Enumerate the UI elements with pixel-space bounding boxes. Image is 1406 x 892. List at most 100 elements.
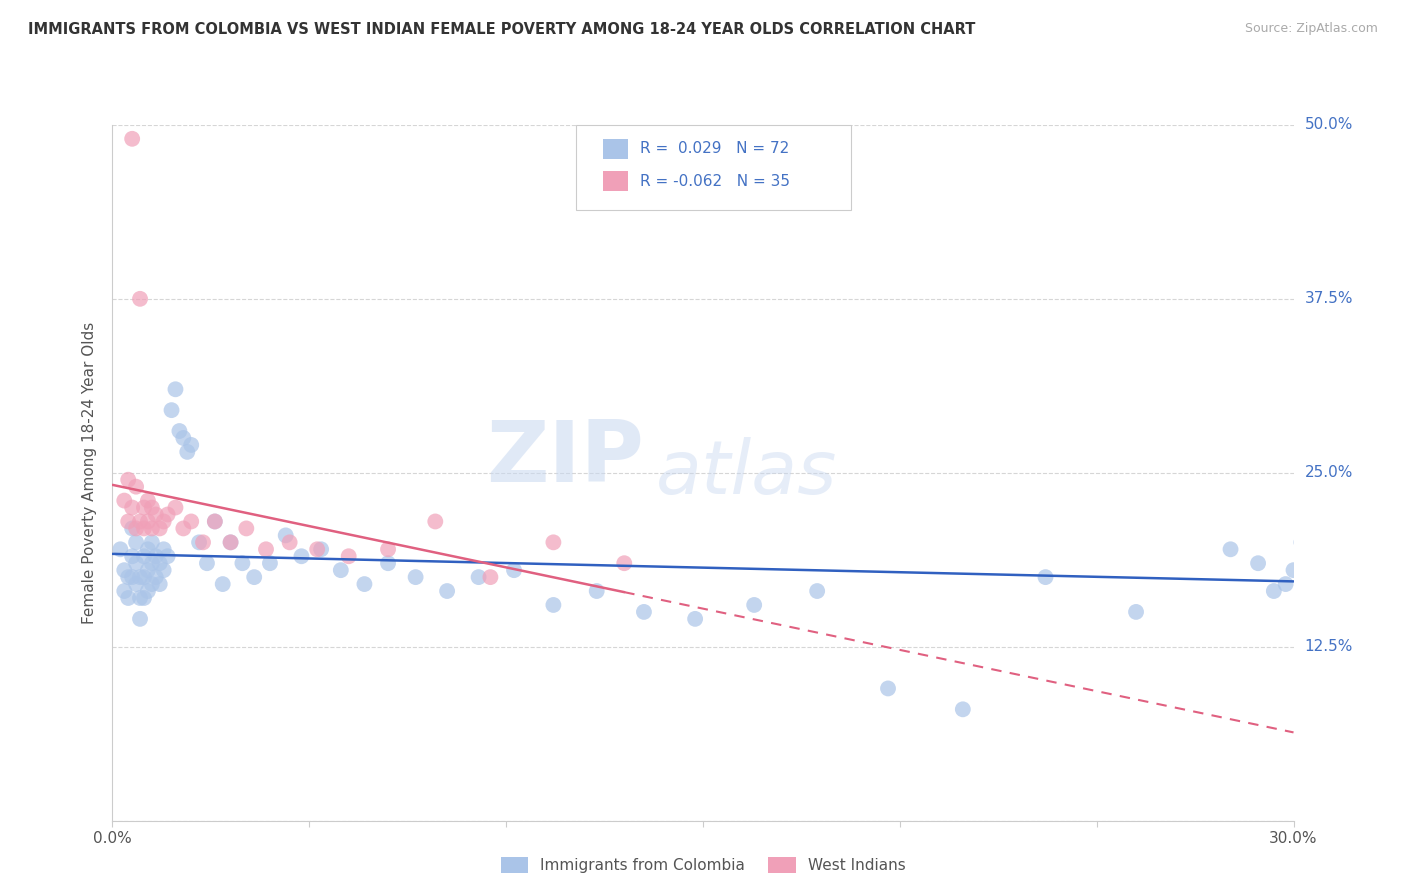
- Point: [278, 535, 301, 549]
- Point: [180, 438, 202, 452]
- Point: [141, 521, 163, 535]
- Point: [117, 570, 139, 584]
- Point: [235, 521, 257, 535]
- Point: [254, 542, 277, 557]
- Point: [117, 591, 139, 605]
- Point: [353, 577, 375, 591]
- Y-axis label: Female Poverty Among 18-24 Year Olds: Female Poverty Among 18-24 Year Olds: [82, 322, 97, 624]
- Point: [110, 542, 132, 557]
- Point: [165, 382, 187, 396]
- Point: [290, 549, 312, 564]
- Point: [479, 570, 502, 584]
- Point: [1263, 584, 1285, 599]
- Point: [172, 521, 194, 535]
- Point: [112, 493, 135, 508]
- Point: [129, 570, 152, 584]
- Point: [436, 584, 458, 599]
- Point: [152, 563, 174, 577]
- Point: [1125, 605, 1147, 619]
- Point: [145, 570, 167, 584]
- Point: [145, 508, 167, 522]
- Point: [633, 605, 655, 619]
- Point: [219, 535, 242, 549]
- Point: [683, 612, 706, 626]
- Point: [141, 577, 163, 591]
- Point: [136, 542, 159, 557]
- Point: [141, 500, 163, 515]
- Point: [543, 598, 565, 612]
- Point: [405, 570, 427, 584]
- Point: [1247, 556, 1270, 570]
- Text: Source: ZipAtlas.com: Source: ZipAtlas.com: [1244, 22, 1378, 36]
- Point: [180, 515, 202, 529]
- Point: [125, 521, 148, 535]
- Point: [165, 500, 187, 515]
- Point: [467, 570, 489, 584]
- Point: [806, 584, 828, 599]
- Point: [136, 515, 159, 529]
- Point: [172, 431, 194, 445]
- Point: [259, 556, 281, 570]
- Text: ZIP: ZIP: [486, 417, 644, 500]
- Point: [1282, 563, 1305, 577]
- Point: [136, 563, 159, 577]
- Point: [425, 515, 447, 529]
- Point: [613, 556, 636, 570]
- Point: [121, 500, 143, 515]
- Point: [176, 445, 198, 459]
- Point: [307, 542, 329, 557]
- Point: [1313, 466, 1336, 480]
- Point: [121, 570, 143, 584]
- Point: [152, 542, 174, 557]
- Point: [952, 702, 974, 716]
- Point: [231, 556, 253, 570]
- Point: [117, 515, 139, 529]
- Text: 12.5%: 12.5%: [1305, 640, 1353, 654]
- Point: [132, 521, 155, 535]
- Point: [188, 535, 211, 549]
- Point: [149, 577, 172, 591]
- Point: [1302, 473, 1324, 487]
- Point: [141, 556, 163, 570]
- Text: 37.5%: 37.5%: [1305, 292, 1353, 306]
- Text: 25.0%: 25.0%: [1305, 466, 1353, 480]
- Point: [329, 563, 352, 577]
- Text: R = -0.062   N = 35: R = -0.062 N = 35: [640, 174, 790, 188]
- Text: R =  0.029   N = 72: R = 0.029 N = 72: [640, 142, 789, 156]
- Point: [243, 570, 266, 584]
- Text: atlas: atlas: [655, 437, 837, 508]
- Point: [129, 515, 152, 529]
- Point: [136, 584, 159, 599]
- Point: [121, 521, 143, 535]
- Point: [132, 549, 155, 564]
- Point: [129, 612, 152, 626]
- Point: [211, 577, 233, 591]
- Point: [129, 591, 152, 605]
- Point: [204, 515, 226, 529]
- Point: [543, 535, 565, 549]
- Point: [112, 584, 135, 599]
- Point: [141, 535, 163, 549]
- Point: [1291, 535, 1313, 549]
- Point: [117, 473, 139, 487]
- Point: [503, 563, 526, 577]
- Legend: Immigrants from Colombia, West Indians: Immigrants from Colombia, West Indians: [495, 851, 911, 880]
- Point: [156, 549, 179, 564]
- Point: [121, 132, 143, 146]
- Point: [129, 292, 152, 306]
- Point: [125, 480, 148, 494]
- Point: [132, 500, 155, 515]
- Point: [132, 591, 155, 605]
- Point: [152, 515, 174, 529]
- Point: [274, 528, 297, 542]
- Point: [742, 598, 765, 612]
- Point: [132, 570, 155, 584]
- Point: [219, 535, 242, 549]
- Point: [309, 542, 332, 557]
- Point: [149, 556, 172, 570]
- Text: IMMIGRANTS FROM COLOMBIA VS WEST INDIAN FEMALE POVERTY AMONG 18-24 YEAR OLDS COR: IMMIGRANTS FROM COLOMBIA VS WEST INDIAN …: [28, 22, 976, 37]
- Point: [125, 535, 148, 549]
- Point: [1219, 542, 1241, 557]
- Point: [136, 493, 159, 508]
- Point: [121, 549, 143, 564]
